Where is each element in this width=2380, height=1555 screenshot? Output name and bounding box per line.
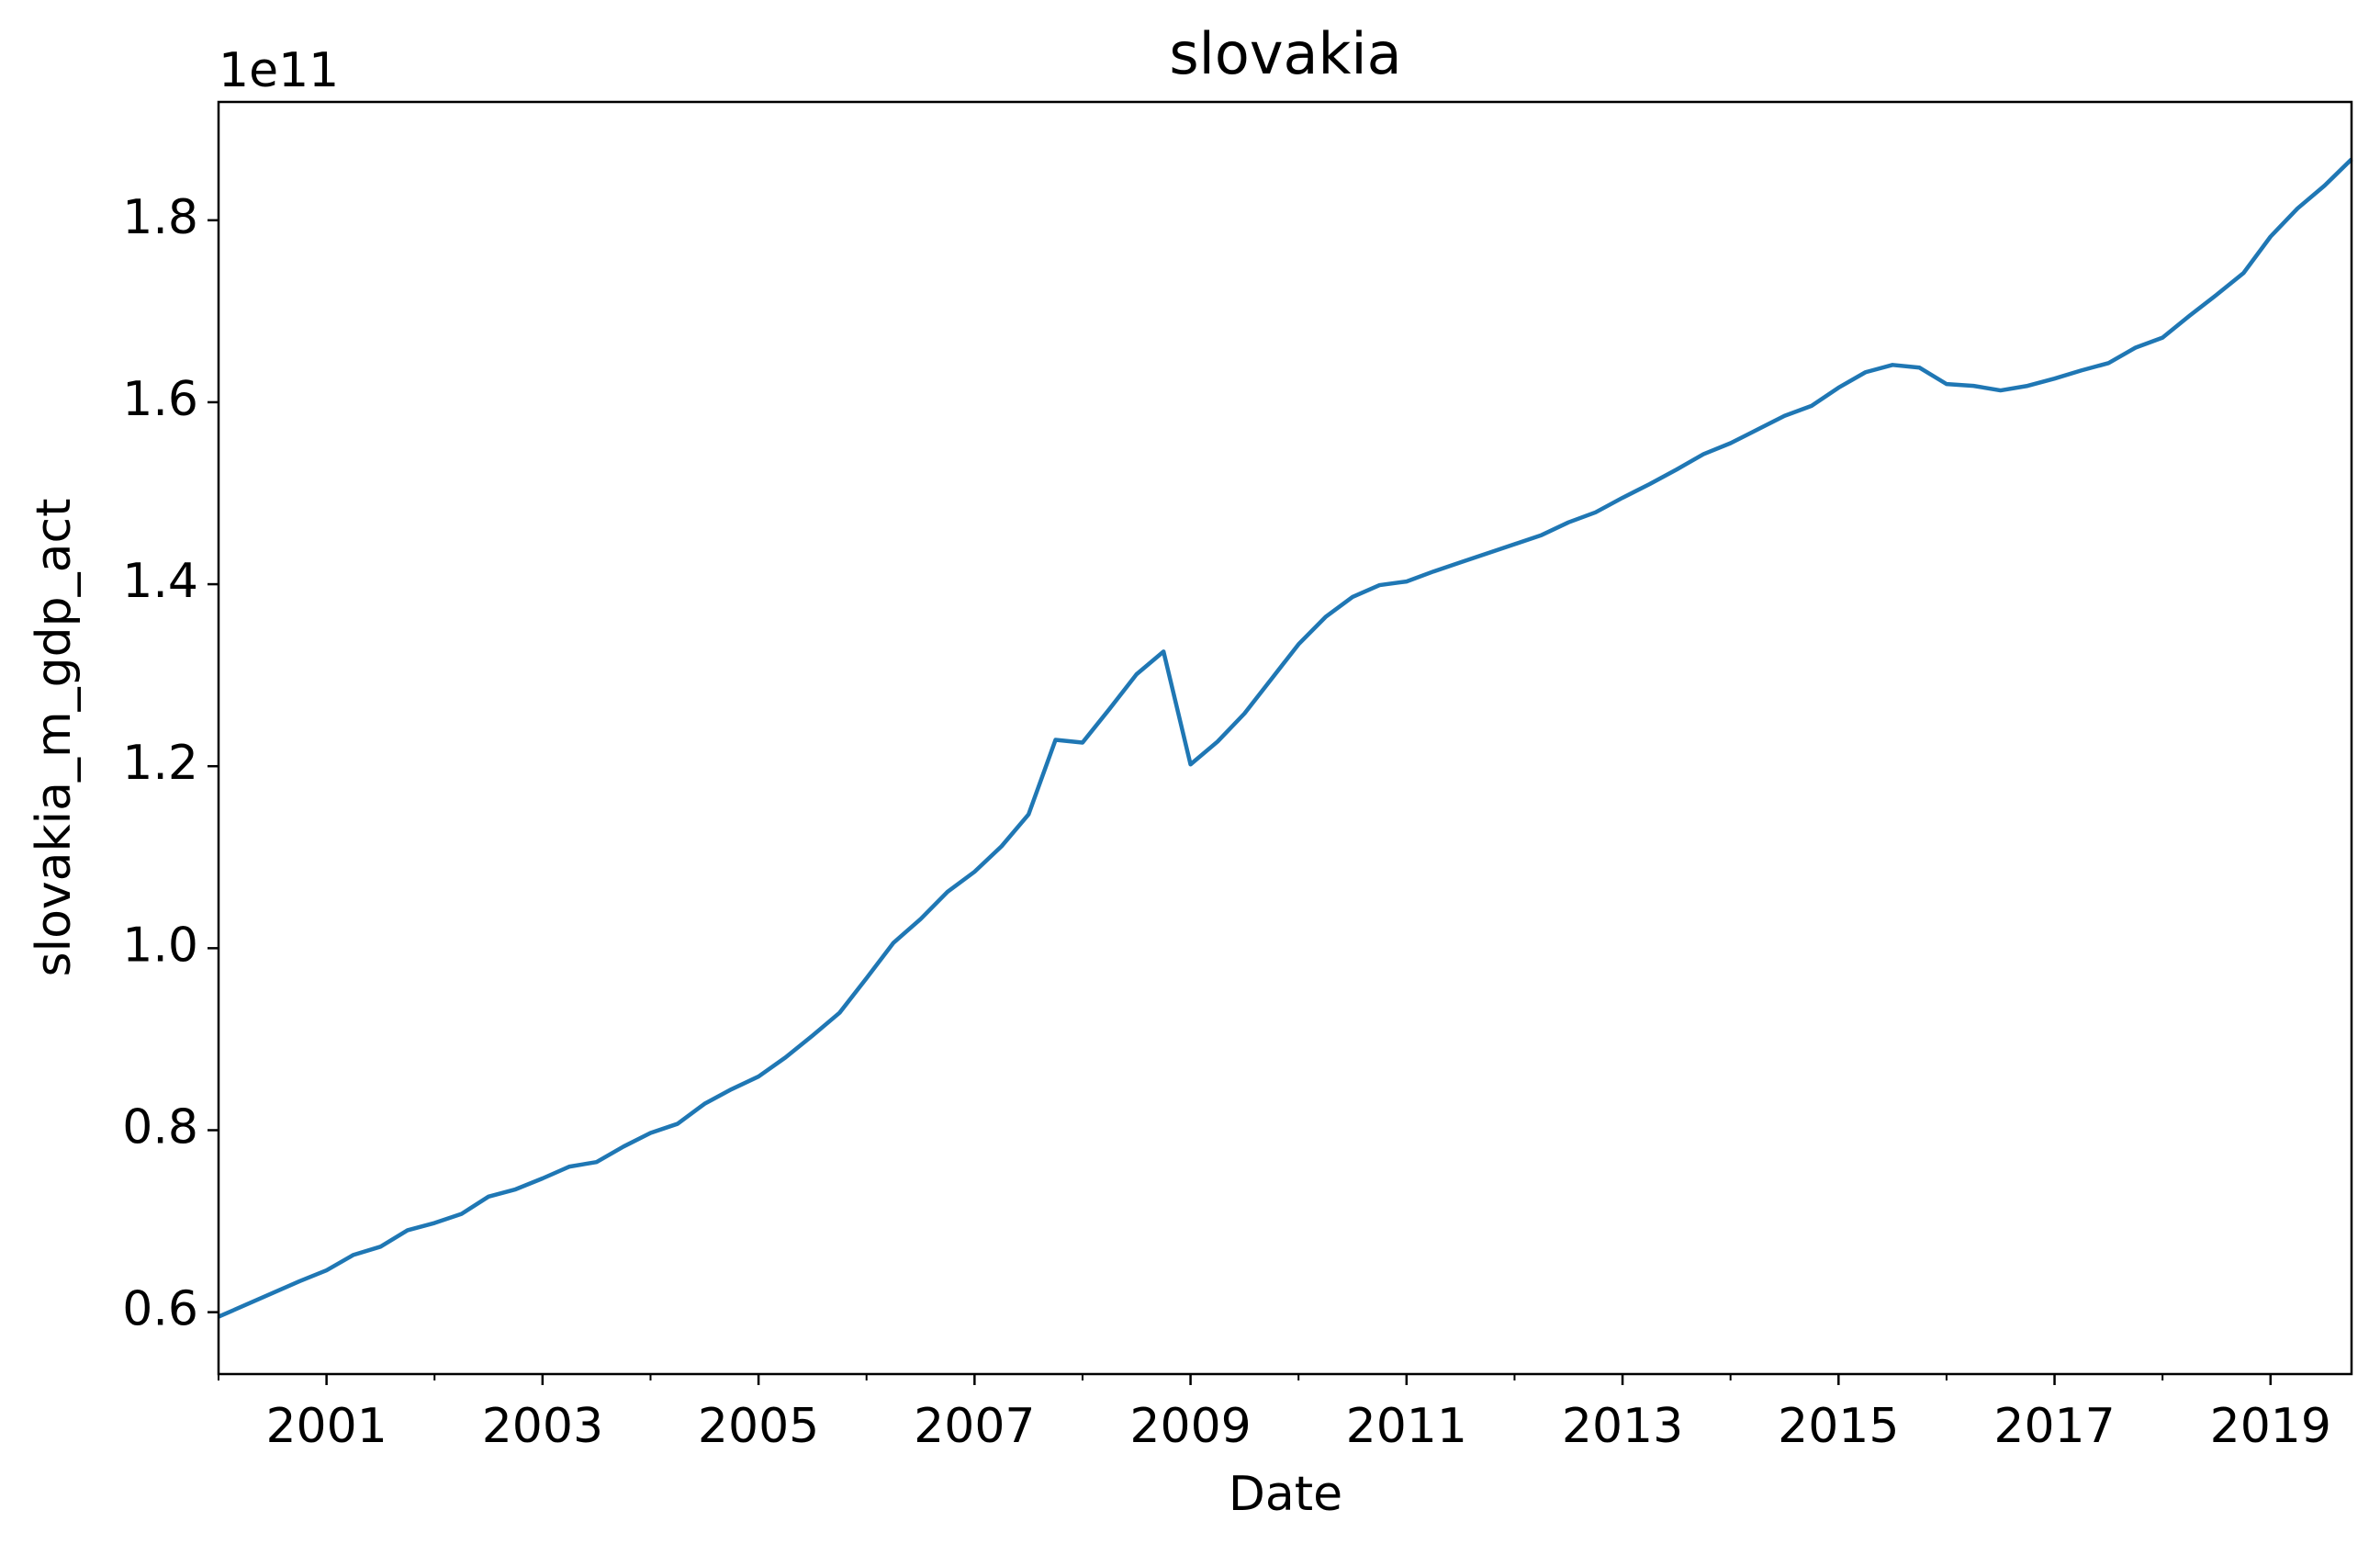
x-tick-label: 2011 [1346, 1399, 1467, 1454]
x-tick-label: 2017 [1993, 1399, 2115, 1454]
x-tick-label: 2001 [265, 1399, 387, 1454]
y-tick-label: 1.2 [122, 736, 198, 791]
x-tick-label: 2015 [1778, 1399, 1899, 1454]
y-tick-label: 1.0 [122, 918, 198, 973]
x-tick-label: 2019 [2210, 1399, 2331, 1454]
data-line [218, 157, 2353, 1319]
x-tick-label: 2003 [482, 1399, 603, 1454]
y-tick-label: 0.6 [122, 1282, 198, 1337]
x-tick-label: 2007 [914, 1399, 1035, 1454]
axes-frame [217, 100, 2353, 1376]
y-tick-label: 1.6 [122, 372, 198, 427]
x-tick-label: 2009 [1129, 1399, 1251, 1454]
y-tick-label: 1.4 [122, 554, 198, 609]
x-tick-label: 2013 [1562, 1399, 1683, 1454]
y-offset-text: 1e11 [219, 43, 339, 98]
x-tick-label: 2005 [698, 1399, 819, 1454]
y-axis-label: slovakia_m_gdp_act [27, 499, 82, 977]
y-tick-label: 0.8 [122, 1099, 198, 1155]
x-axis-label: Date [1229, 1467, 1342, 1522]
y-tick-label: 1.8 [122, 190, 198, 245]
chart-title: slovakia [1169, 20, 1401, 87]
